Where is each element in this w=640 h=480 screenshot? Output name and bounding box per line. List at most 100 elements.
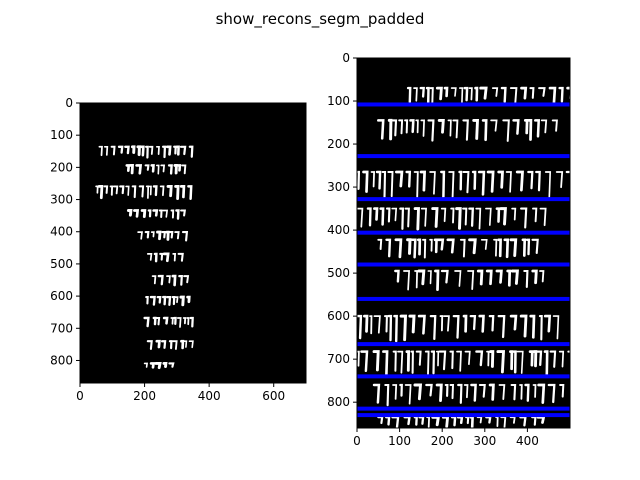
ink-glyph — [419, 170, 427, 192]
line-separator — [357, 296, 570, 301]
ink-glyph — [503, 238, 510, 259]
text-line-ink — [125, 163, 187, 175]
ink-glyph — [356, 350, 360, 367]
ink-glyph — [535, 350, 543, 367]
x-tick-label: 600 — [262, 389, 285, 403]
ink-glyph — [179, 145, 187, 156]
ink-glyph — [528, 350, 534, 367]
ink-glyph — [531, 269, 538, 285]
text-line-ink — [394, 269, 545, 291]
ink-glyph — [442, 315, 450, 332]
ink-glyph — [144, 145, 149, 159]
y-tick: 200 — [327, 137, 357, 151]
ink-glyph — [139, 145, 145, 157]
ink-glyph — [565, 170, 573, 187]
axes-frame — [356, 57, 571, 429]
ink-glyph — [168, 340, 173, 350]
ink-glyph — [419, 86, 425, 98]
ink-glyph — [426, 416, 431, 428]
ink-glyph — [377, 416, 384, 425]
ink-glyph — [391, 119, 398, 137]
ink-glyph — [454, 270, 462, 287]
ink-glyph — [384, 383, 390, 407]
ink-glyph — [355, 170, 361, 191]
ink-glyph — [446, 238, 455, 254]
ink-glyph — [165, 145, 172, 156]
text-line-ink — [377, 415, 546, 429]
ink-glyph — [463, 86, 469, 102]
ink-glyph — [425, 86, 430, 105]
ink-glyph — [458, 170, 463, 191]
ink-glyph — [425, 383, 433, 397]
ink-glyph — [413, 383, 423, 401]
ink-glyph — [520, 86, 528, 100]
y-tick-label: 100 — [50, 128, 73, 142]
ink-glyph — [519, 384, 523, 400]
ink-glyph — [172, 316, 177, 325]
ink-glyph — [176, 317, 182, 328]
ink-glyph — [137, 231, 143, 240]
text-line-ink — [146, 339, 194, 350]
ink-glyph — [471, 170, 477, 190]
ink-glyph — [385, 238, 392, 258]
ink-glyph — [152, 209, 159, 217]
ink-glyph — [448, 171, 455, 198]
ink-glyph — [456, 350, 462, 372]
ink-glyph — [498, 384, 506, 401]
ink-glyph — [143, 362, 149, 368]
ink-glyph — [370, 171, 376, 188]
ink-glyph — [468, 238, 477, 255]
ink-glyph — [472, 118, 479, 140]
ink-glyph — [452, 314, 460, 339]
ink-glyph — [135, 164, 143, 175]
ink-glyph — [510, 269, 519, 285]
x-tick-label: 200 — [133, 389, 156, 403]
ink-glyph — [161, 231, 166, 239]
ink-glyph — [521, 238, 527, 257]
ink-glyph — [470, 383, 477, 402]
ink-glyph — [531, 238, 539, 255]
right-image-panel: 0 100 200 300 400 0 100 200 300 400 500 600 700 800 — [327, 51, 574, 448]
ink-glyph — [495, 269, 503, 284]
axes-frame — [79, 102, 307, 384]
ink-glyph — [455, 207, 462, 230]
ink-glyph — [505, 171, 512, 193]
ink-glyph — [424, 350, 430, 375]
ink-glyph — [555, 171, 564, 189]
ink-glyph — [467, 270, 475, 291]
y-tick: 0 — [342, 51, 357, 65]
x-tick: 200 — [431, 428, 454, 448]
x-tick-label: 0 — [353, 434, 361, 448]
ink-glyph — [385, 207, 391, 223]
ink-glyph — [523, 119, 529, 135]
ink-glyph — [360, 350, 369, 373]
ink-glyph — [543, 350, 549, 376]
y-tick: 500 — [327, 266, 357, 280]
line-separator — [357, 413, 570, 418]
ink-glyph — [452, 119, 459, 139]
line-separator — [357, 342, 570, 347]
ink-glyph — [485, 207, 492, 226]
ink-glyph — [156, 295, 162, 304]
ink-glyph — [558, 86, 564, 103]
text-line-ink — [98, 145, 194, 159]
ink-glyph — [117, 145, 124, 154]
ink-glyph — [409, 119, 415, 134]
ink-glyph — [410, 238, 417, 259]
ink-glyph — [509, 87, 518, 104]
y-tick-label: 400 — [50, 225, 73, 239]
ink-glyph — [509, 238, 518, 257]
y-tick: 400 — [327, 223, 357, 237]
ink-glyph — [496, 350, 506, 374]
ink-glyph — [403, 270, 410, 291]
x-tick-label: 100 — [388, 434, 411, 448]
ink-glyph — [136, 145, 141, 157]
text-line-ink — [143, 361, 175, 370]
ink-glyph — [356, 207, 364, 228]
ink-glyph — [534, 119, 541, 138]
ink-glyph — [406, 86, 412, 104]
ink-glyph — [187, 185, 193, 200]
ink-glyph — [103, 185, 109, 194]
ink-glyph — [422, 238, 427, 259]
left-image-panel: 0 200 400 600 0 100 200 300 400 500 600 700 800 — [50, 96, 307, 403]
